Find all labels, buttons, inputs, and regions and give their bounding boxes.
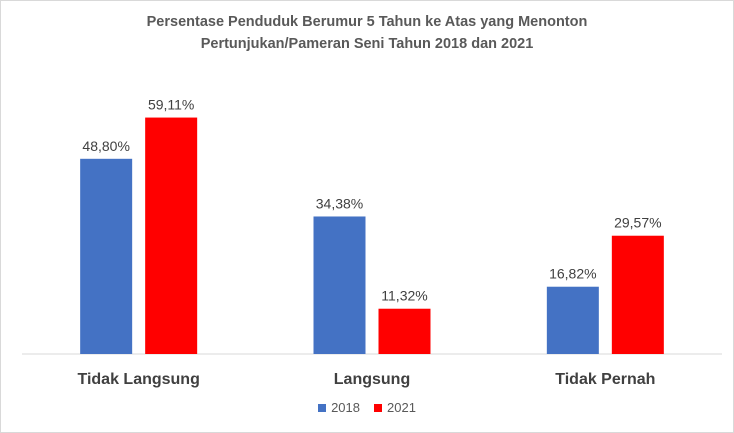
data-label-2018-2: 34,38% — [316, 195, 363, 211]
data-label-2018-1: 48,80% — [82, 138, 129, 154]
legend-item-2021: 2021 — [374, 400, 416, 415]
x-tick-label-2: Langsung — [334, 371, 410, 388]
chart-title-line-1: Persentase Penduduk Berumur 5 Tahun ke A… — [146, 14, 588, 30]
chart-legend: 2018 2021 — [0, 400, 734, 415]
legend-swatch-2018 — [318, 403, 327, 412]
bar-2021-1 — [145, 117, 198, 354]
legend-swatch-2021 — [374, 403, 382, 412]
x-tick-label-1: Tidak Langsung — [77, 371, 199, 388]
bar-2018-2 — [313, 216, 366, 354]
data-label-2021-3: 29,57% — [614, 215, 661, 231]
legend-item-2018: 2018 — [318, 400, 360, 415]
bar-2021-2 — [378, 308, 431, 354]
data-label-2021-1: 59,11% — [148, 97, 194, 113]
chart-title-line-2: Pertunjukan/Pameran Seni Tahun 2018 dan … — [200, 36, 534, 52]
legend-label-2018: 2018 — [331, 400, 360, 415]
legend-label-2021: 2021 — [387, 400, 416, 415]
data-label-2021-2: 11,32% — [381, 288, 427, 304]
x-tick-label-3: Tidak Pernah — [555, 371, 655, 388]
bar-2018-1 — [80, 158, 133, 354]
bar-2021-3 — [611, 235, 664, 354]
data-label-2018-3: 16,82% — [549, 266, 596, 282]
chart-title: Persentase Penduduk Berumur 5 Tahun ke A… — [0, 11, 734, 55]
bar-2018-3 — [546, 286, 599, 354]
